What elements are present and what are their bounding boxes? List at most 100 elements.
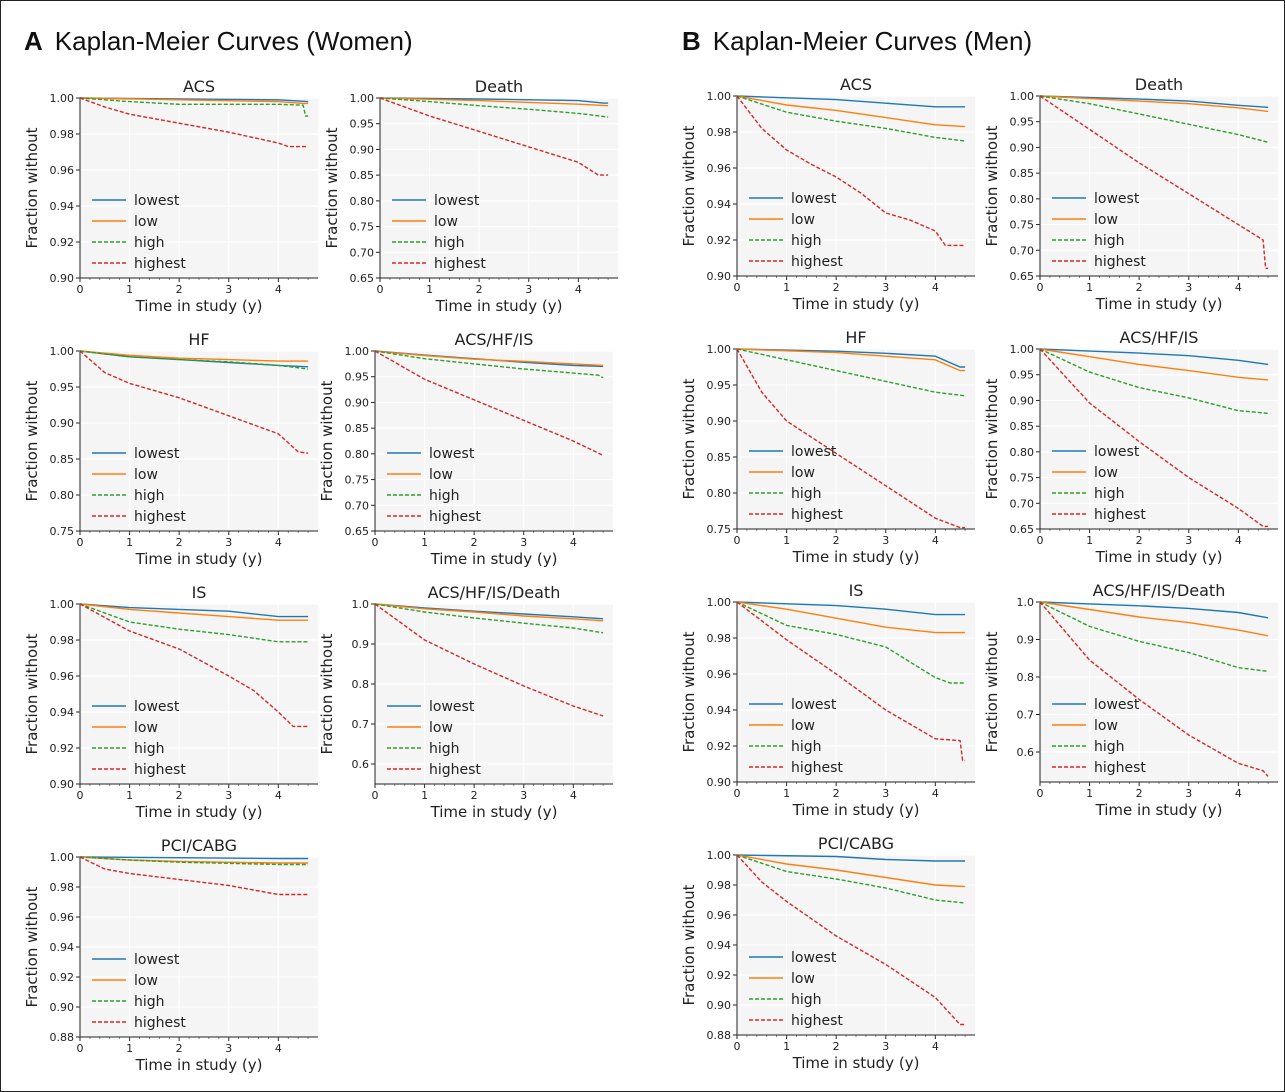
y-tick-label: 0.95: [1010, 369, 1035, 382]
x-tick-label: 3: [882, 787, 889, 800]
series-line-highest: [736, 348, 966, 529]
km-chart-b-13: 0.88 0.90 0.92 0.94 0.96 0.98 1.00 0 1 2 3 4 PCI/CAB…: [680, 834, 975, 1072]
x-tick-label: 1: [783, 281, 790, 294]
x-axis-label: Time in study (y): [792, 295, 920, 313]
x-tick-label: 4: [275, 536, 282, 549]
y-tick-label: 0.94: [50, 941, 75, 954]
chart-title: ACS: [183, 77, 215, 96]
series-line-high: [79, 97, 309, 117]
panel-a-letter: A: [24, 26, 43, 56]
y-tick-label: 0.6: [1017, 746, 1035, 759]
y-tick-label: 1.00: [707, 90, 732, 103]
y-tick-label: 0.92: [707, 969, 732, 982]
x-tick-label: 4: [932, 787, 939, 800]
y-tick-label: 0.96: [50, 911, 75, 924]
x-axis-label: Time in study (y): [135, 803, 263, 821]
y-tick-label: 0.88: [707, 1029, 732, 1042]
legend-label-highest: highest: [1094, 254, 1146, 270]
legend-label-high: high: [1094, 233, 1125, 249]
series-line-highest: [736, 95, 966, 247]
series-line-highest: [736, 601, 966, 762]
series-line-highest: [79, 856, 309, 896]
x-axis-label: Time in study (y): [1095, 801, 1223, 819]
x-tick-label: 4: [1235, 534, 1242, 547]
y-tick-label: 0.90: [707, 415, 732, 428]
x-tick-label: 1: [126, 536, 133, 549]
legend-label-highest: highest: [134, 509, 186, 525]
y-axis-label: Fraction without: [23, 633, 41, 754]
y-tick-label: 0.85: [350, 169, 375, 182]
x-tick-label: 4: [932, 534, 939, 547]
km-chart-a-3: 0.65 0.70 0.75 0.80 0.85 0.90 0.95 1.00 0 1 2 3 4 ACS…: [318, 330, 613, 568]
chart-title: ACS/HF/IS: [455, 330, 534, 349]
y-tick-label: 0.90: [707, 999, 732, 1012]
y-tick-label: 0.85: [50, 453, 75, 466]
legend-label-highest: highest: [134, 256, 186, 272]
x-tick-label: 3: [882, 1040, 889, 1053]
plot-area: [1040, 602, 1278, 782]
series-line-lowest: [79, 350, 309, 368]
legend-label-highest: highest: [134, 1015, 186, 1031]
y-tick-label: 1.0: [352, 598, 370, 611]
y-tick-label: 0.75: [350, 221, 375, 234]
y-tick-label: 0.80: [707, 487, 732, 500]
x-tick-label: 2: [471, 536, 478, 549]
y-tick-label: 0.9: [352, 638, 370, 651]
x-tick-label: 0: [77, 789, 84, 802]
legend-label-high: high: [1094, 486, 1125, 502]
y-tick-label: 0.98: [707, 126, 732, 139]
legend-label-low: low: [134, 467, 158, 483]
series-line-highest: [79, 603, 309, 728]
x-tick-label: 2: [833, 787, 840, 800]
y-tick-label: 0.65: [1010, 270, 1035, 283]
y-tick-label: 0.98: [50, 634, 75, 647]
y-tick-label: 0.85: [707, 451, 732, 464]
y-tick-label: 0.85: [1010, 167, 1035, 180]
x-tick-label: 2: [176, 789, 183, 802]
chart-title: ACS: [840, 75, 872, 94]
legend-label-highest: highest: [134, 762, 186, 778]
legend-label-highest: highest: [1094, 760, 1146, 776]
legend-label-highest: highest: [429, 509, 481, 525]
km-chart-a-4: 0.90 0.92 0.94 0.96 0.98 1.00 0 1 2 3 4 IS Time in s…: [23, 583, 318, 821]
chart-title: Death: [1135, 75, 1183, 94]
legend-label-high: high: [134, 488, 165, 504]
y-axis-label: Fraction without: [983, 378, 1001, 499]
plot-area: [375, 351, 613, 531]
series-line-highest: [79, 97, 309, 148]
legend-label-high: high: [791, 992, 822, 1008]
y-tick-label: 1.00: [345, 345, 370, 358]
series-line-lowest: [379, 97, 609, 104]
series-line-low: [379, 97, 609, 107]
x-axis-label: Time in study (y): [430, 550, 558, 568]
legend-label-lowest: lowest: [791, 950, 837, 966]
y-tick-label: 0.90: [50, 778, 75, 791]
y-tick-label: 0.85: [345, 422, 370, 435]
legend-label-lowest: lowest: [429, 446, 475, 462]
x-tick-label: 3: [525, 283, 532, 296]
plot-area: [1040, 96, 1278, 276]
km-chart-b-7: 0.90 0.92 0.94 0.96 0.98 1.00 0 1 2 3 4 ACS Time in …: [680, 75, 975, 313]
legend-label-highest: highest: [791, 254, 843, 270]
y-tick-label: 0.94: [707, 198, 732, 211]
series-line-high: [736, 854, 966, 904]
y-tick-label: 0.75: [50, 525, 75, 538]
y-tick-label: 0.65: [1010, 523, 1035, 536]
legend-label-low: low: [1094, 465, 1118, 481]
x-tick-label: 1: [126, 1042, 133, 1055]
series-line-highest: [1039, 348, 1269, 528]
x-tick-label: 1: [126, 789, 133, 802]
y-tick-label: 0.65: [350, 272, 375, 285]
x-axis-label: Time in study (y): [1095, 548, 1223, 566]
chart-title: HF: [845, 328, 866, 347]
y-tick-label: 0.9: [1017, 634, 1035, 647]
x-tick-label: 3: [882, 281, 889, 294]
series-line-highest: [1039, 95, 1269, 269]
legend-label-low: low: [791, 971, 815, 987]
y-tick-label: 0.95: [345, 371, 370, 384]
legend-label-lowest: lowest: [1094, 697, 1140, 713]
x-tick-label: 4: [570, 536, 577, 549]
x-tick-label: 4: [1235, 281, 1242, 294]
y-axis-label: Fraction without: [323, 127, 341, 248]
